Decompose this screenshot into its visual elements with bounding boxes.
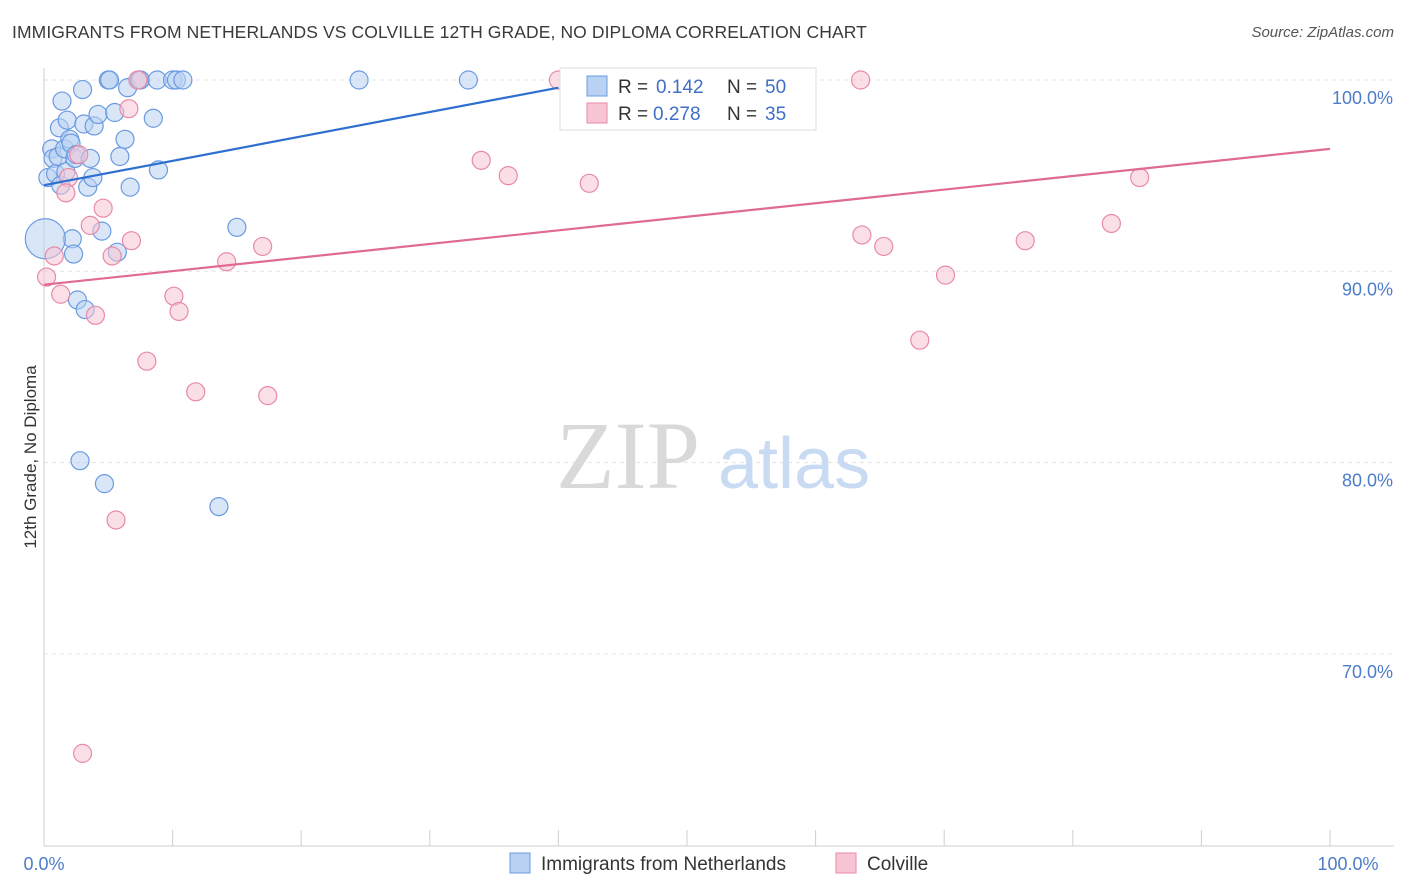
- legend-n-value-2: 35: [765, 104, 786, 125]
- point-colville-8: [102, 246, 122, 266]
- point-colville-15: [186, 382, 206, 402]
- point-netherlands-10: [57, 110, 77, 130]
- point-colville-26: [874, 236, 894, 257]
- y-tick-label-1: 90.0%: [1342, 279, 1393, 299]
- point-netherlands-18: [70, 451, 90, 471]
- point-colville-5: [72, 743, 93, 763]
- point-colville-4: [69, 145, 89, 165]
- point-colville-18: [258, 386, 278, 406]
- point-colville-28: [935, 265, 956, 285]
- point-colville-0: [36, 267, 57, 287]
- point-netherlands-47: [349, 70, 369, 90]
- legend-n-label-2: N =: [727, 104, 757, 125]
- trend-line-colville: [43, 147, 1331, 286]
- point-netherlands-26: [88, 104, 108, 125]
- stats-legend: R = 0.142 N = 50 R = 0.278 N = 35: [559, 67, 817, 131]
- legend-n-value-1: 50: [765, 77, 786, 98]
- point-netherlands-44: [173, 70, 193, 90]
- y-axis-label: 12th Grade, No Diploma: [21, 365, 40, 549]
- point-colville-9: [106, 510, 126, 530]
- point-netherlands-30: [99, 70, 120, 90]
- point-colville-12: [137, 351, 157, 371]
- legend-n-label-1: N =: [727, 77, 757, 98]
- legend-r-label-1: R =: [618, 77, 648, 98]
- watermark-zip: ZIP: [556, 402, 700, 509]
- point-netherlands-14: [63, 244, 84, 264]
- point-colville-27: [910, 330, 930, 350]
- trend-line-netherlands: [43, 86, 559, 187]
- point-netherlands-7: [52, 91, 72, 111]
- point-netherlands-34: [115, 129, 135, 149]
- legend-r-label-2: R =: [618, 104, 648, 125]
- gridlines: [44, 79, 1394, 655]
- point-colville-20: [498, 166, 518, 186]
- legend-swatch-colville: [586, 102, 608, 124]
- point-colville-6: [85, 305, 106, 325]
- x-ticks: [43, 830, 1331, 846]
- y-tick-label-2: 80.0%: [1342, 471, 1393, 491]
- point-colville-17: [253, 236, 273, 257]
- point-netherlands-46: [227, 217, 247, 237]
- point-colville-16: [217, 252, 237, 272]
- legend-r-value-1: 0.142: [656, 77, 704, 98]
- legend-r-value-2: 0.278: [653, 104, 701, 125]
- point-colville-1: [44, 246, 64, 266]
- chart-title: IMMIGRANTS FROM NETHERLANDS VS COLVILLE …: [12, 22, 867, 42]
- point-colville-11: [128, 70, 148, 90]
- point-colville-7: [93, 198, 113, 218]
- y-tick-label-3: 70.0%: [1342, 662, 1393, 682]
- series-legend-label-netherlands: Immigrants from Netherlands: [541, 854, 786, 875]
- y-tick-label-0: 100.0%: [1332, 88, 1393, 108]
- point-colville-22: [579, 173, 599, 193]
- axes: [43, 68, 1394, 847]
- point-netherlands-45: [209, 496, 229, 517]
- x-tick-label-max: 100.0%: [1317, 854, 1378, 874]
- point-colville-24: [851, 70, 871, 90]
- trend-lines: [43, 86, 1331, 286]
- chart-source: Source: ZipAtlas.com: [1251, 24, 1394, 41]
- point-netherlands-33: [110, 146, 130, 167]
- data-points: [24, 70, 1150, 763]
- point-colville-34: [56, 183, 76, 203]
- point-netherlands-36: [120, 177, 140, 197]
- series-legend-label-colville: Colville: [867, 854, 928, 875]
- watermark-atlas: atlas: [718, 424, 870, 504]
- point-colville-30: [1101, 213, 1121, 234]
- point-colville-25: [852, 225, 872, 245]
- point-colville-31: [1130, 167, 1150, 188]
- legend-swatch-netherlands: [586, 75, 608, 97]
- point-colville-29: [1015, 231, 1035, 251]
- series-legend-swatch-netherlands: [509, 852, 531, 874]
- y-tick-labels: 100.0% 90.0% 80.0% 70.0%: [1332, 88, 1393, 682]
- series-legend: Immigrants from Netherlands Colville: [509, 852, 928, 875]
- point-netherlands-19: [72, 79, 93, 100]
- watermark: ZIP atlas: [556, 402, 870, 509]
- series-legend-swatch-colville: [835, 852, 857, 874]
- point-colville-33: [121, 231, 142, 251]
- point-netherlands-39: [143, 108, 163, 128]
- point-colville-10: [119, 99, 139, 119]
- point-colville-19: [471, 150, 491, 170]
- point-netherlands-28: [94, 474, 115, 494]
- point-colville-32: [80, 215, 100, 235]
- point-colville-14: [169, 301, 189, 322]
- point-colville-2: [51, 284, 71, 304]
- x-tick-label-min: 0.0%: [23, 854, 64, 874]
- point-netherlands-48: [458, 70, 478, 90]
